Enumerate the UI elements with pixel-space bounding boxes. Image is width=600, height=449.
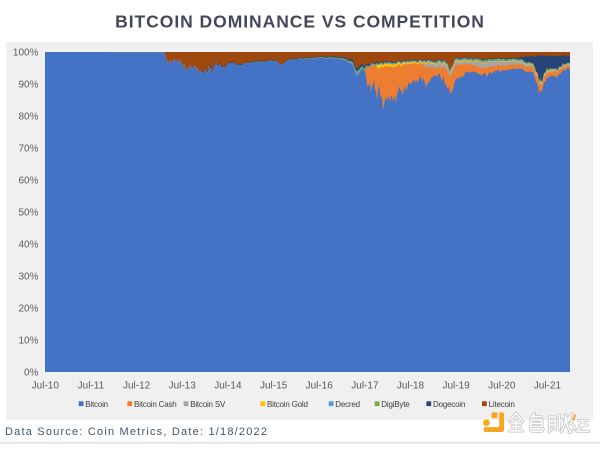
svg-text:Jul-18: Jul-18 bbox=[397, 381, 425, 392]
svg-text:Jul-11: Jul-11 bbox=[78, 381, 105, 392]
svg-text:90%: 90% bbox=[18, 80, 38, 91]
svg-text:Jul-21: Jul-21 bbox=[534, 381, 562, 392]
svg-text:Jul-14: Jul-14 bbox=[214, 381, 242, 392]
svg-text:Jul-15: Jul-15 bbox=[260, 381, 288, 392]
svg-text:DigiByte: DigiByte bbox=[381, 400, 410, 409]
svg-text:80%: 80% bbox=[18, 112, 38, 123]
svg-text:60%: 60% bbox=[18, 176, 38, 187]
svg-text:Jul-19: Jul-19 bbox=[442, 381, 470, 392]
svg-text:10%: 10% bbox=[18, 336, 38, 347]
svg-text:Bitcoin SV: Bitcoin SV bbox=[190, 400, 226, 409]
svg-text:Decred: Decred bbox=[335, 400, 360, 409]
svg-text:20%: 20% bbox=[18, 304, 38, 315]
svg-text:Jul-20: Jul-20 bbox=[488, 381, 516, 392]
svg-text:Jul-10: Jul-10 bbox=[32, 381, 60, 392]
svg-text:Jul-13: Jul-13 bbox=[169, 381, 197, 392]
svg-text:40%: 40% bbox=[18, 240, 38, 251]
svg-text:Bitcoin Cash: Bitcoin Cash bbox=[134, 400, 177, 409]
svg-text:Dogecoin: Dogecoin bbox=[433, 400, 465, 409]
svg-text:Jul-16: Jul-16 bbox=[306, 381, 334, 392]
svg-text:0%: 0% bbox=[24, 368, 39, 379]
svg-text:BITCOIN DOMINANCE VS COMPETITI: BITCOIN DOMINANCE VS COMPETITION bbox=[115, 11, 485, 31]
svg-text:Bitcoin Gold: Bitcoin Gold bbox=[267, 400, 308, 409]
svg-text:100%: 100% bbox=[13, 48, 39, 59]
svg-text:Jul-17: Jul-17 bbox=[351, 381, 379, 392]
svg-text:70%: 70% bbox=[18, 144, 38, 155]
svg-text:Bitcoin: Bitcoin bbox=[85, 400, 108, 409]
svg-text:Litecoin: Litecoin bbox=[489, 400, 515, 409]
svg-text:30%: 30% bbox=[18, 272, 38, 283]
svg-text:Jul-12: Jul-12 bbox=[123, 381, 151, 392]
svg-text:Data Source: Coin Metrics, Dat: Data Source: Coin Metrics, Date: 1/18/20… bbox=[5, 426, 268, 438]
svg-text:50%: 50% bbox=[18, 208, 38, 219]
